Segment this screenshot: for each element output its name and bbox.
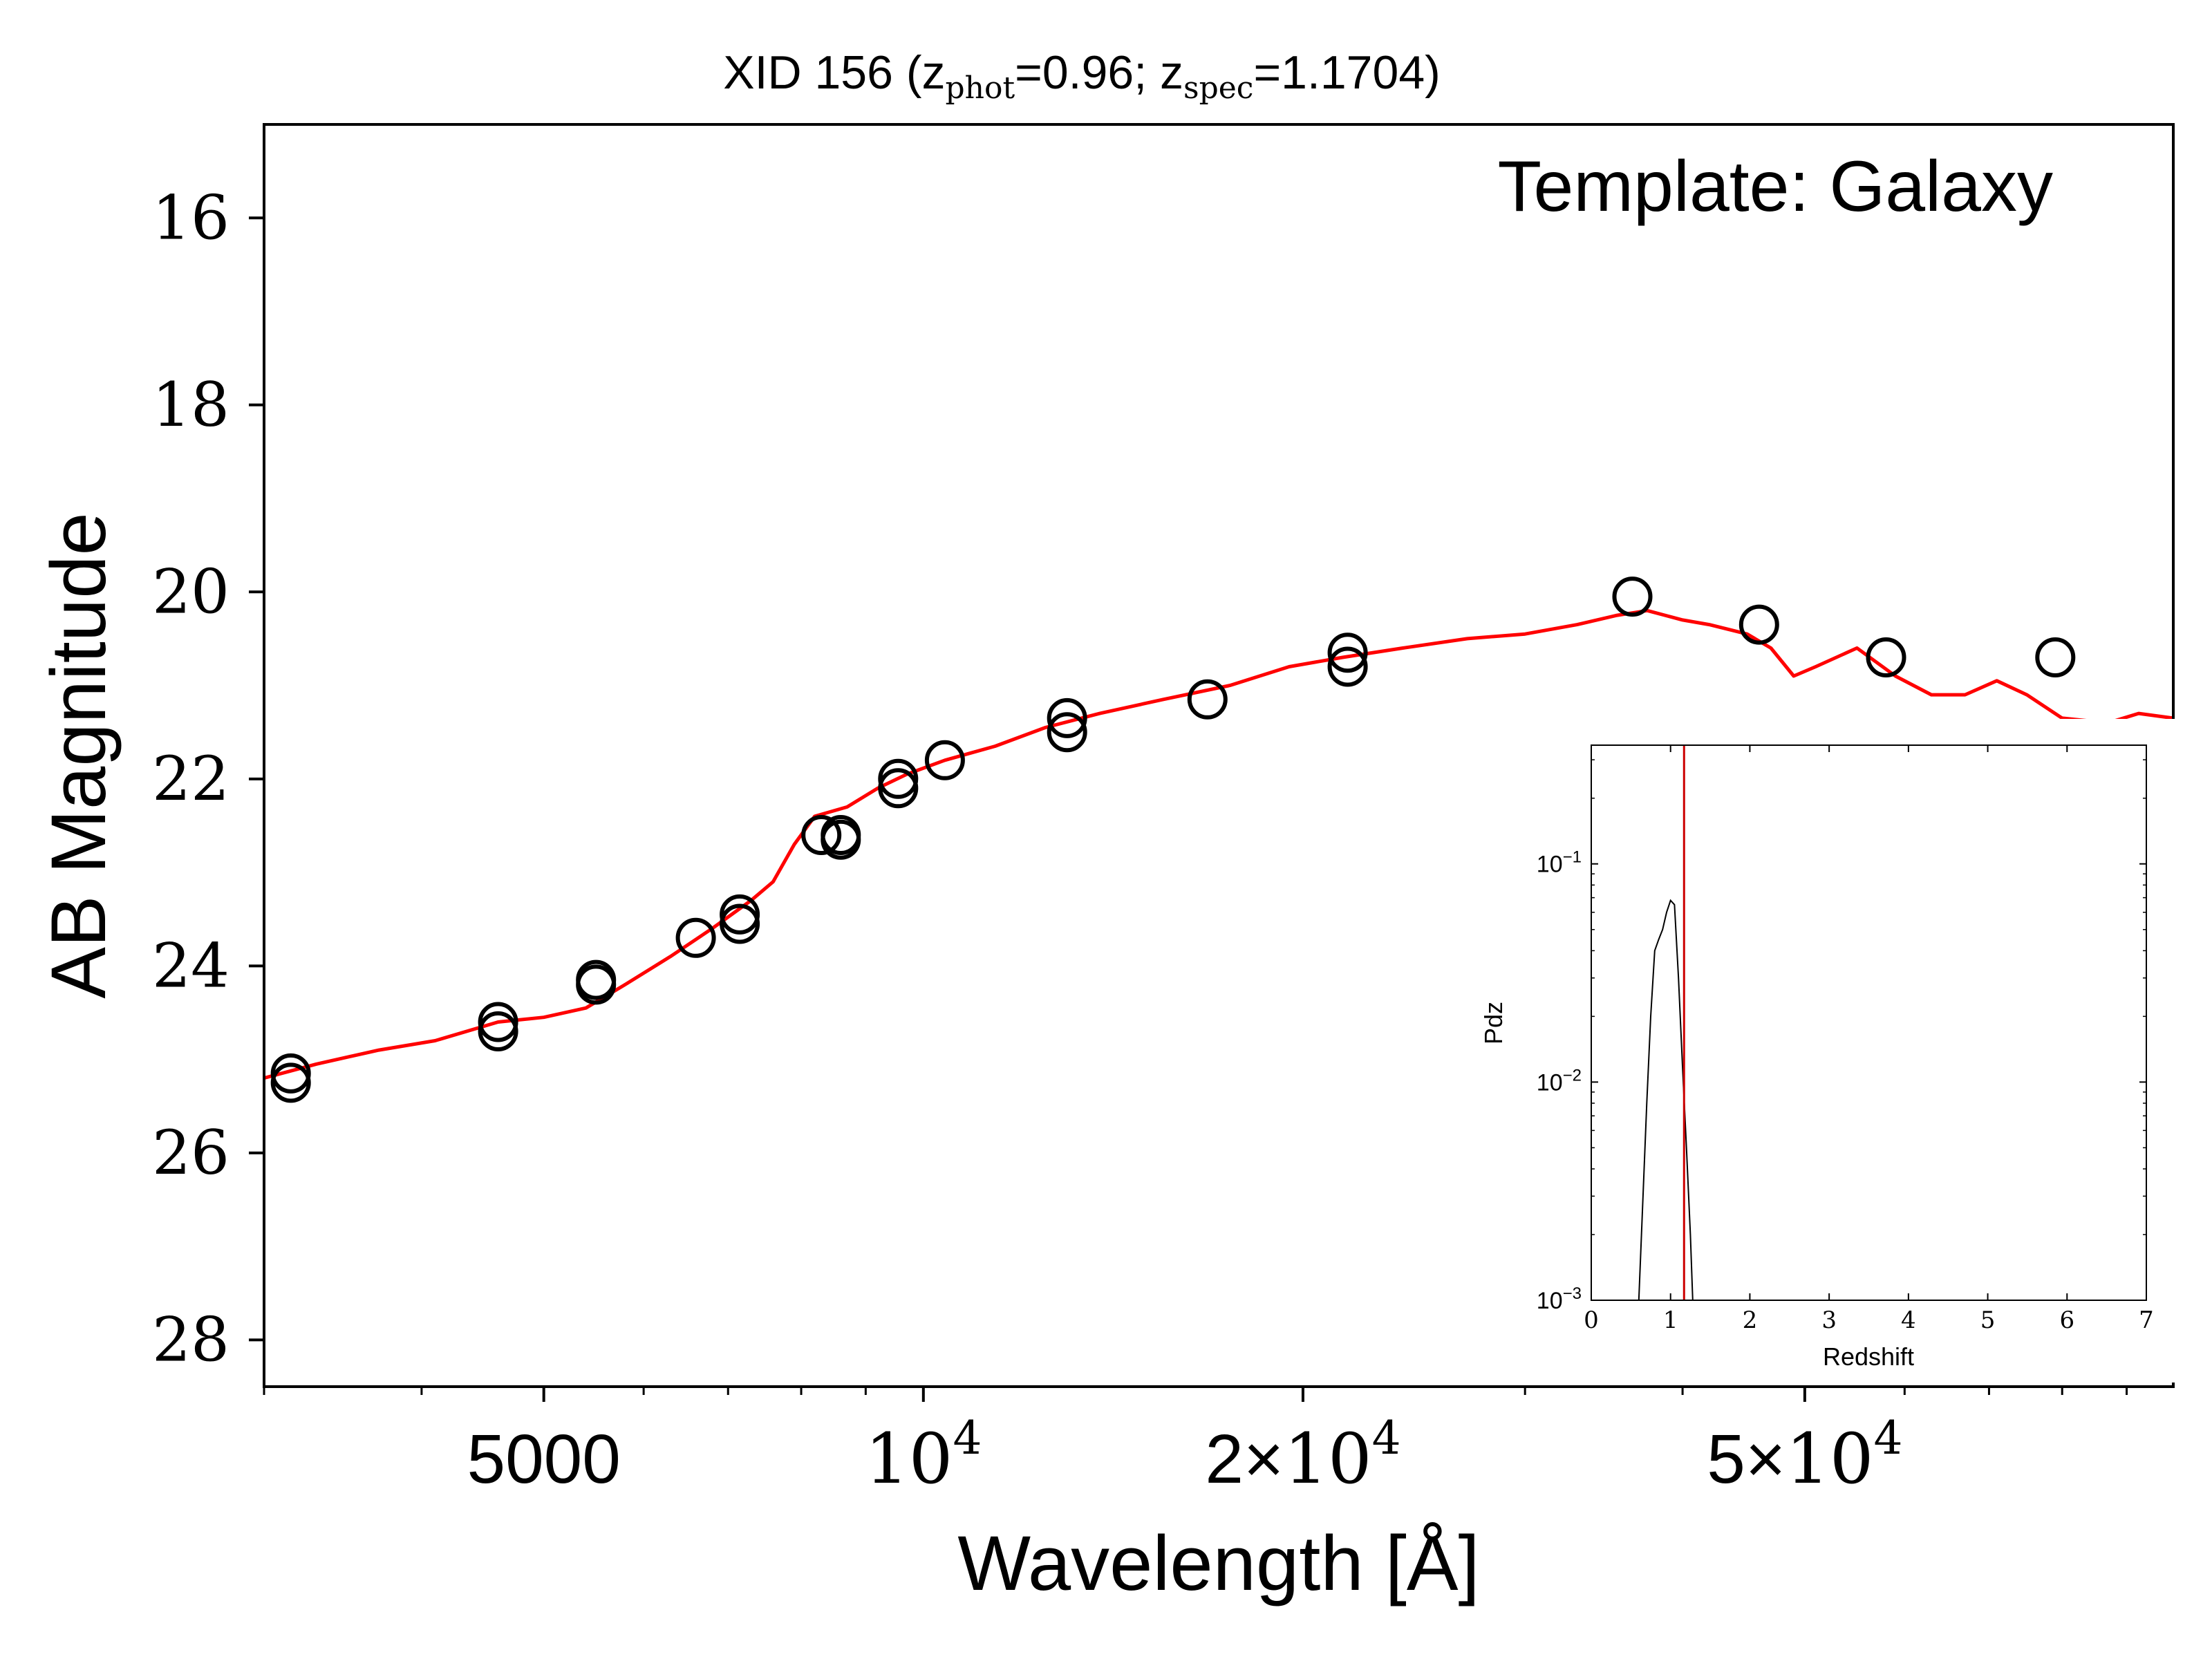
inset-x-tick-label: 4 [1901,1306,1916,1334]
inset-frame [1591,744,2147,1301]
y-tick-label: 22 [152,743,229,814]
chart-title: XID 156 (zphot=0.96; zspec=1.1704) [723,46,1441,106]
photometry-point [576,964,617,1005]
sed-model-line [264,608,2173,1080]
photometry-point [270,1053,311,1094]
inset-y-tick-label: 10−3 [1537,1284,1582,1314]
photometry-point [2035,637,2076,677]
photometry-point [1047,712,1087,753]
x-tick-label: 5000 [467,1421,620,1498]
photometry-point [675,917,716,958]
inset-y-tick-label: 10−1 [1537,848,1582,878]
y-tick-label: 26 [152,1117,229,1188]
photometry-point [1612,577,1653,617]
inset-x-tick-label: 7 [2139,1306,2154,1334]
y-tick-label: 16 [152,182,229,253]
photometry-point [1738,604,1779,645]
x-tick-label: 104 [865,1412,982,1499]
inset-x-tick-label: 1 [1663,1306,1678,1334]
inset-y-tick-label: 10−2 [1537,1066,1582,1096]
pdz-inset: 0 1 2 3 4 5 6 7 10−1 10−2 10−3 Redshift Pdz [1470,719,2188,1382]
photometry-point [270,1062,311,1103]
x-tick-label: 2×104 [1205,1412,1400,1499]
photometry-point [1187,679,1228,720]
x-tick-label: 5×104 [1707,1412,1902,1499]
photometry-point [801,815,842,855]
photometry-point [1866,637,1906,677]
inset-x-tick-label: 3 [1821,1306,1837,1334]
inset-x-tick-label: 6 [2059,1306,2074,1334]
photometry-point [1327,646,1368,687]
photometry-point [720,903,760,944]
photometry-point [878,768,919,809]
inset-x-tick-label: 5 [1980,1306,1996,1334]
photometry-point [478,1002,518,1042]
photometry-point [878,758,919,799]
inset-x-tick-label: 0 [1584,1306,1599,1334]
inset-x-axis-label: Redshift [1823,1342,1914,1371]
y-tick-label: 24 [152,930,229,1001]
y-tick-label: 18 [152,369,229,440]
photometry-point [1047,697,1087,738]
photometry-point [720,894,760,935]
pdz-curve [1638,899,1694,1300]
photometry-point [478,1011,518,1051]
photometry-point [924,740,965,780]
x-axis-label: Wavelength [Å] [957,1520,1479,1606]
photometry-point [821,819,861,860]
template-annotation: Template: Galaxy [1498,147,2053,227]
y-tick-label: 28 [152,1304,229,1375]
y-axis-label: AB Magnitude [35,512,122,999]
inset-background [1470,719,2188,1382]
inset-y-axis-label: Pdz [1479,1002,1508,1044]
y-tick-label: 20 [152,556,229,627]
photometry-point [1327,632,1368,673]
inset-x-tick-label: 2 [1743,1306,1758,1334]
